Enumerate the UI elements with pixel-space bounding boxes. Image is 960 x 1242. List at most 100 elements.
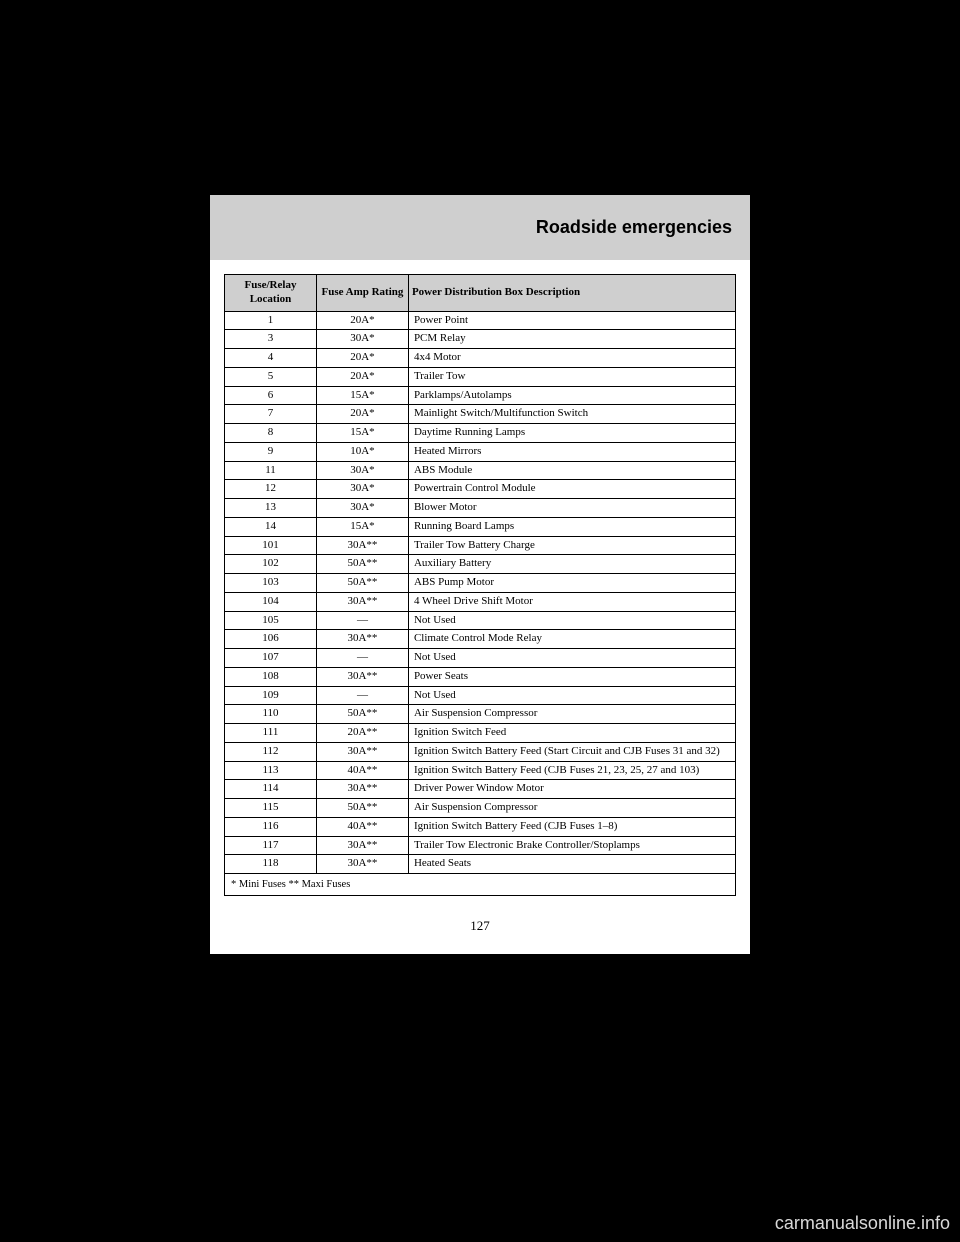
table-row: 11340A**Ignition Switch Battery Feed (CJ…: [225, 761, 736, 780]
col-header-description: Power Distribution Box Description: [408, 275, 735, 312]
table-row: 11830A**Heated Seats: [225, 855, 736, 874]
table-row: 109—Not Used: [225, 686, 736, 705]
table-row: 11120A**Ignition Switch Feed: [225, 724, 736, 743]
cell-description: ABS Module: [408, 461, 735, 480]
table-row: 910A*Heated Mirrors: [225, 442, 736, 461]
cell-description: Power Seats: [408, 667, 735, 686]
cell-location: 9: [225, 442, 317, 461]
cell-location: 116: [225, 817, 317, 836]
cell-description: Ignition Switch Battery Feed (Start Circ…: [408, 742, 735, 761]
fuse-table: Fuse/Relay Location Fuse Amp Rating Powe…: [224, 274, 736, 896]
cell-rating: 40A**: [316, 761, 408, 780]
table-row: 420A*4x4 Motor: [225, 349, 736, 368]
cell-location: 113: [225, 761, 317, 780]
cell-location: 13: [225, 499, 317, 518]
cell-rating: 20A*: [316, 405, 408, 424]
table-row: 1330A*Blower Motor: [225, 499, 736, 518]
cell-rating: —: [316, 649, 408, 668]
cell-description: Parklamps/Autolamps: [408, 386, 735, 405]
cell-location: 118: [225, 855, 317, 874]
cell-location: 107: [225, 649, 317, 668]
cell-description: Ignition Switch Battery Feed (CJB Fuses …: [408, 761, 735, 780]
cell-location: 5: [225, 367, 317, 386]
table-row: 520A*Trailer Tow: [225, 367, 736, 386]
cell-rating: —: [316, 686, 408, 705]
table-row: 11550A**Air Suspension Compressor: [225, 799, 736, 818]
cell-location: 111: [225, 724, 317, 743]
cell-description: Heated Seats: [408, 855, 735, 874]
cell-rating: —: [316, 611, 408, 630]
cell-description: ABS Pump Motor: [408, 574, 735, 593]
cell-description: Powertrain Control Module: [408, 480, 735, 499]
cell-location: 114: [225, 780, 317, 799]
cell-rating: 30A**: [316, 780, 408, 799]
cell-rating: 30A**: [316, 630, 408, 649]
table-row: 11730A**Trailer Tow Electronic Brake Con…: [225, 836, 736, 855]
cell-rating: 50A**: [316, 555, 408, 574]
cell-rating: 20A*: [316, 349, 408, 368]
section-header: Roadside emergencies: [210, 195, 750, 260]
cell-description: Power Point: [408, 311, 735, 330]
cell-location: 109: [225, 686, 317, 705]
cell-location: 4: [225, 349, 317, 368]
table-row: 10350A**ABS Pump Motor: [225, 574, 736, 593]
cell-rating: 15A*: [316, 517, 408, 536]
table-row: 720A*Mainlight Switch/Multifunction Swit…: [225, 405, 736, 424]
cell-location: 103: [225, 574, 317, 593]
table-row: 10830A**Power Seats: [225, 667, 736, 686]
cell-description: Ignition Switch Battery Feed (CJB Fuses …: [408, 817, 735, 836]
cell-description: Not Used: [408, 649, 735, 668]
cell-location: 105: [225, 611, 317, 630]
table-footnote: * Mini Fuses ** Maxi Fuses: [225, 874, 736, 896]
cell-rating: 30A**: [316, 667, 408, 686]
cell-location: 110: [225, 705, 317, 724]
table-row: 10430A**4 Wheel Drive Shift Motor: [225, 592, 736, 611]
cell-rating: 40A**: [316, 817, 408, 836]
cell-location: 1: [225, 311, 317, 330]
cell-rating: 30A*: [316, 499, 408, 518]
table-row: 120A*Power Point: [225, 311, 736, 330]
cell-rating: 30A**: [316, 592, 408, 611]
cell-description: Driver Power Window Motor: [408, 780, 735, 799]
cell-rating: 20A**: [316, 724, 408, 743]
cell-rating: 15A*: [316, 424, 408, 443]
cell-location: 102: [225, 555, 317, 574]
cell-rating: 50A**: [316, 705, 408, 724]
cell-location: 6: [225, 386, 317, 405]
cell-rating: 30A*: [316, 330, 408, 349]
cell-description: Trailer Tow: [408, 367, 735, 386]
cell-description: Trailer Tow Battery Charge: [408, 536, 735, 555]
table-row: 11640A**Ignition Switch Battery Feed (CJ…: [225, 817, 736, 836]
cell-rating: 20A*: [316, 311, 408, 330]
cell-location: 106: [225, 630, 317, 649]
table-row: 107—Not Used: [225, 649, 736, 668]
cell-description: 4x4 Motor: [408, 349, 735, 368]
cell-description: Ignition Switch Feed: [408, 724, 735, 743]
table-header-row: Fuse/Relay Location Fuse Amp Rating Powe…: [225, 275, 736, 312]
table-row: 330A*PCM Relay: [225, 330, 736, 349]
cell-location: 108: [225, 667, 317, 686]
cell-description: Daytime Running Lamps: [408, 424, 735, 443]
table-row: 11050A**Air Suspension Compressor: [225, 705, 736, 724]
cell-rating: 30A**: [316, 536, 408, 555]
cell-description: 4 Wheel Drive Shift Motor: [408, 592, 735, 611]
cell-location: 8: [225, 424, 317, 443]
cell-location: 12: [225, 480, 317, 499]
table-row: 10630A**Climate Control Mode Relay: [225, 630, 736, 649]
cell-description: Air Suspension Compressor: [408, 705, 735, 724]
cell-description: Auxiliary Battery: [408, 555, 735, 574]
cell-rating: 20A*: [316, 367, 408, 386]
cell-description: Air Suspension Compressor: [408, 799, 735, 818]
cell-location: 117: [225, 836, 317, 855]
table-row: 11430A**Driver Power Window Motor: [225, 780, 736, 799]
page-number: 127: [224, 918, 736, 934]
cell-rating: 50A**: [316, 574, 408, 593]
cell-rating: 30A*: [316, 480, 408, 499]
cell-description: PCM Relay: [408, 330, 735, 349]
cell-rating: 10A*: [316, 442, 408, 461]
col-header-location: Fuse/Relay Location: [225, 275, 317, 312]
cell-description: Not Used: [408, 686, 735, 705]
cell-location: 7: [225, 405, 317, 424]
cell-rating: 30A*: [316, 461, 408, 480]
table-row: 815A*Daytime Running Lamps: [225, 424, 736, 443]
